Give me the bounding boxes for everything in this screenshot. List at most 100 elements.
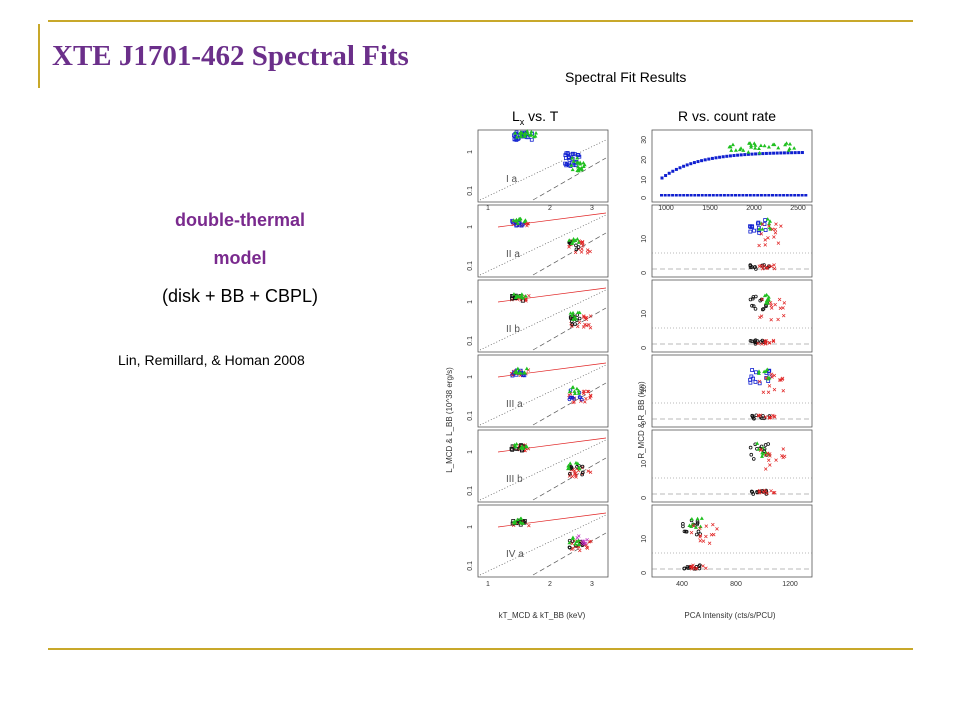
data-point (703, 158, 707, 162)
data-point (763, 243, 768, 247)
data-point (733, 148, 738, 152)
data-point (743, 153, 747, 157)
data-point (574, 243, 578, 248)
data-point (580, 167, 585, 172)
data-point (762, 293, 767, 298)
data-point (760, 297, 764, 302)
data-point (760, 454, 765, 458)
right-y-tick-label: 10 (641, 535, 648, 543)
data-point (575, 156, 580, 160)
data-point (779, 151, 783, 155)
data-point (577, 466, 582, 471)
data-point (519, 295, 524, 299)
data-point (800, 151, 804, 155)
data-point (514, 219, 519, 223)
data-point (754, 413, 759, 418)
data-point (741, 194, 745, 197)
data-point (752, 141, 757, 145)
data-point (750, 368, 755, 372)
data-point (512, 519, 517, 524)
data-point (711, 532, 716, 537)
data-point (588, 249, 592, 254)
data-point (514, 369, 519, 373)
data-point (701, 564, 705, 568)
data-point (524, 297, 528, 302)
data-point (756, 371, 761, 375)
right-x-tick-label: 2500 (790, 205, 806, 212)
right-panel-frame (651, 429, 813, 503)
data-point (765, 217, 770, 221)
data-point (767, 452, 772, 456)
data-point (768, 219, 773, 223)
data-point (754, 152, 758, 156)
data-point (759, 297, 764, 302)
data-point (568, 545, 572, 550)
data-point (763, 341, 768, 345)
data-point (753, 146, 758, 150)
right-x-tick-label: 1000 (658, 205, 674, 212)
data-point (698, 539, 703, 543)
caption-left-main: L (512, 108, 520, 124)
top-rule (48, 20, 913, 22)
data-point (760, 342, 764, 346)
right-y-tick-label: 0 (641, 196, 648, 200)
data-point (754, 294, 758, 299)
data-point (682, 566, 686, 571)
data-point (748, 194, 752, 197)
dashed-reference-line (532, 382, 607, 426)
data-point (774, 458, 778, 462)
data-point (574, 539, 579, 544)
left-y-tick-label: 1 (467, 525, 474, 529)
panel-label: III b (506, 474, 523, 485)
data-point (765, 451, 770, 455)
data-point (573, 460, 578, 465)
data-point (753, 265, 757, 269)
data-point (745, 194, 749, 197)
data-point (568, 461, 573, 465)
data-point (682, 529, 687, 534)
data-point (510, 296, 514, 301)
data-point (573, 316, 578, 321)
data-point (756, 221, 760, 226)
data-point (663, 194, 667, 197)
data-point (773, 302, 777, 307)
data-point (510, 447, 515, 452)
left-y-tick-label: 1 (467, 375, 474, 379)
data-point (727, 144, 732, 149)
data-point (769, 415, 773, 420)
left-panel-frame (477, 354, 609, 428)
data-point (529, 137, 534, 142)
data-point (763, 228, 768, 232)
right-y-tick-label: 0 (641, 346, 648, 350)
data-point (578, 160, 583, 164)
data-point (752, 228, 756, 233)
data-point (569, 152, 574, 157)
data-point (781, 389, 786, 393)
data-point (584, 396, 588, 401)
data-point (570, 240, 575, 245)
data-point (523, 134, 528, 138)
data-point (755, 441, 760, 445)
caption-left-sub: x (519, 116, 525, 127)
data-point (565, 151, 570, 155)
data-point (711, 522, 715, 527)
data-point (753, 342, 758, 346)
right-y-tick-label: 20 (641, 156, 648, 164)
data-point (660, 176, 664, 180)
slide-title: XTE J1701-462 Spectral Fits (52, 40, 409, 72)
data-point (525, 131, 530, 136)
data-point (767, 384, 772, 388)
left-x-tick-label: 3 (590, 205, 594, 212)
right-panel-frame (651, 129, 813, 203)
data-point (573, 541, 578, 546)
dotted-reference-line (479, 289, 607, 351)
data-point (753, 379, 758, 384)
model-line-3: (disk + BB + CBPL) (161, 286, 319, 306)
bottom-rule (48, 648, 913, 650)
dotted-reference-line (479, 364, 607, 426)
data-point (779, 378, 783, 382)
left-column-panels: 1 0.1 I a 1 0.1 II a 1 0.1 II b 1 0.1 III a 1 0.1 III … (467, 129, 609, 588)
data-point (693, 525, 698, 529)
data-point (566, 463, 571, 468)
data-point (732, 154, 736, 158)
